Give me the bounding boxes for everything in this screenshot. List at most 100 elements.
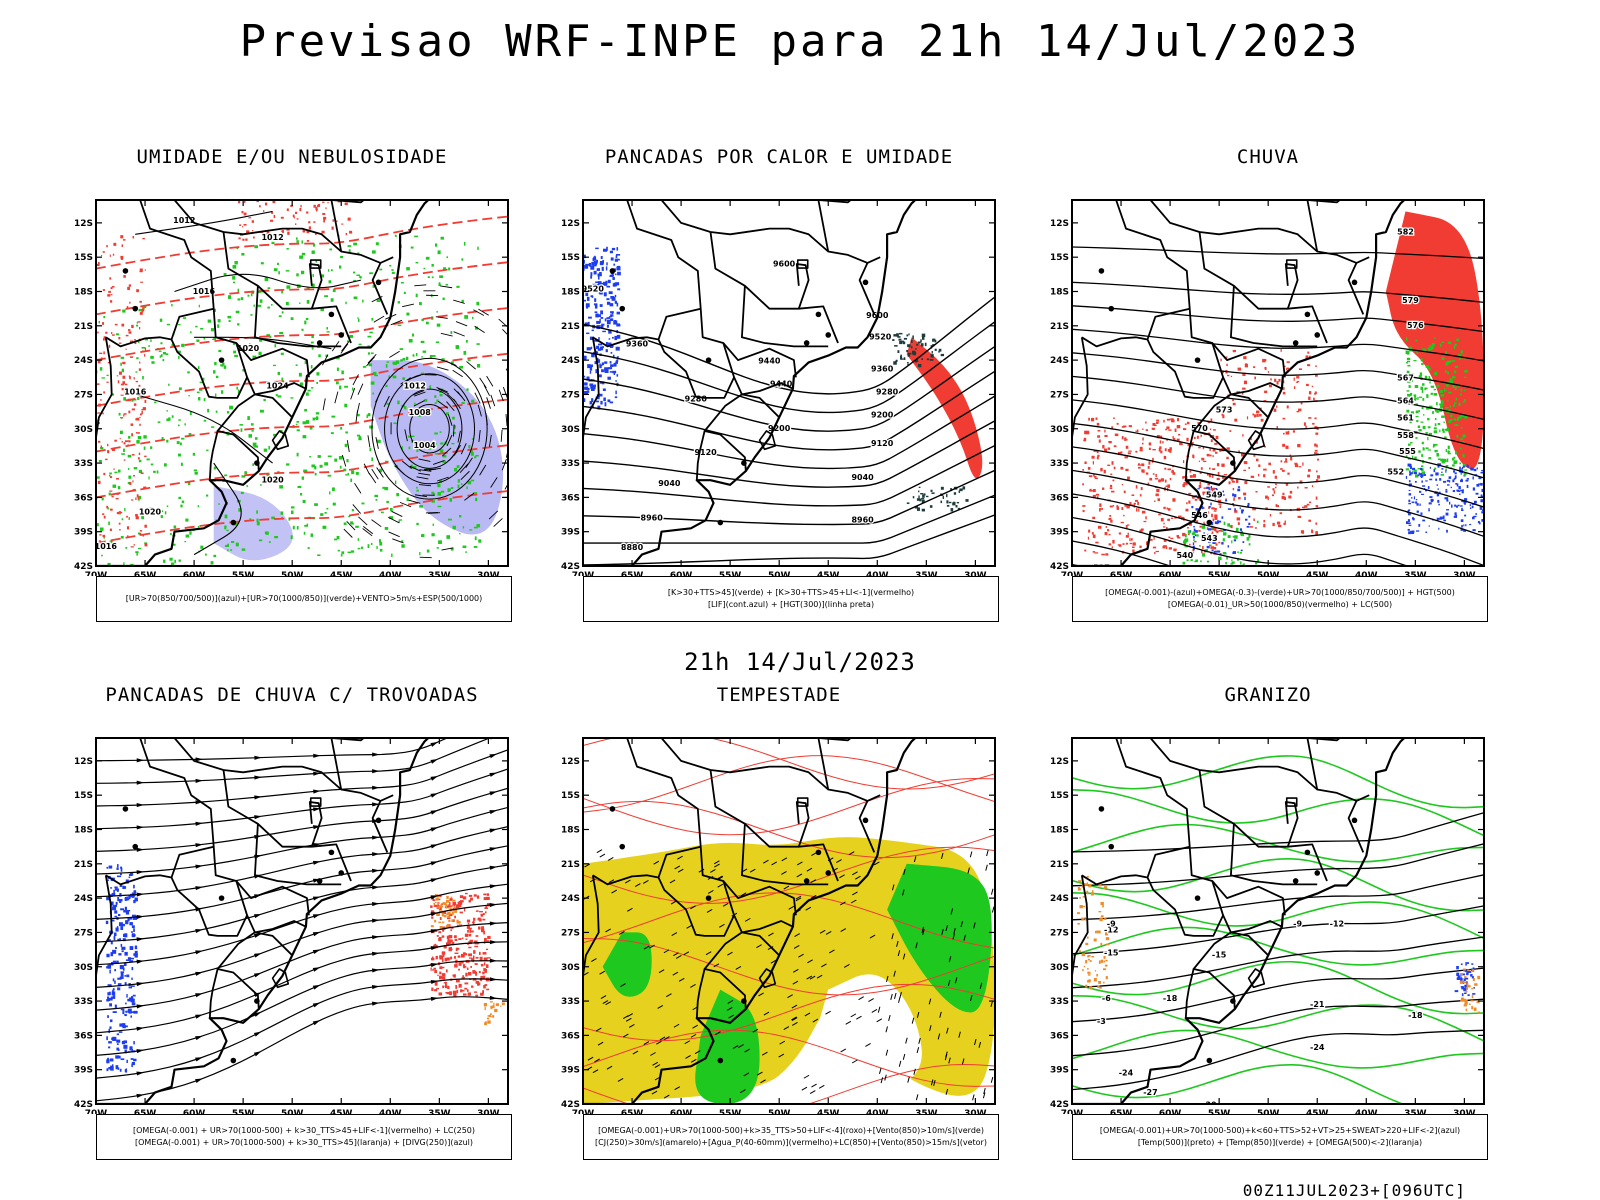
wind-vector — [967, 867, 970, 874]
wind-vector — [605, 928, 611, 933]
wind-vector — [894, 992, 897, 999]
wind-vector — [409, 374, 422, 380]
wind-vector — [437, 400, 449, 409]
wind-vector — [915, 942, 918, 949]
lat-tick-label: 42S — [74, 562, 93, 572]
lat-tick-label: 33S — [561, 997, 580, 1007]
wind-vector — [885, 1026, 888, 1033]
panel-title: PANCADAS POR CALOR E UMIDADE — [604, 146, 954, 168]
wind-vector — [978, 1041, 982, 1048]
border-line — [1081, 336, 1224, 399]
streamline — [96, 902, 508, 988]
wind-vector — [490, 477, 498, 488]
wind-vector — [848, 851, 855, 856]
wind-vector — [587, 1056, 594, 1061]
wind-vector — [488, 510, 499, 520]
lat-tick-label: 36S — [74, 493, 93, 503]
lon-tick-label: 65W — [1110, 1109, 1133, 1114]
wind-vector — [852, 871, 858, 876]
lat-tick-label: 18S — [1050, 826, 1069, 836]
lake-mark — [338, 332, 345, 338]
federal-district-icon — [796, 259, 809, 269]
coastline — [1072, 200, 1406, 566]
lat-tick-label: 12S — [1050, 219, 1069, 229]
wind-vector — [916, 1011, 920, 1018]
wind-vector — [810, 879, 817, 884]
map-borders-2 — [1072, 200, 1406, 566]
contour-label: 579 — [1402, 296, 1419, 305]
pressure-contour — [194, 336, 332, 350]
wind-vector — [983, 1088, 986, 1095]
lon-tick-label: 40W — [866, 1109, 889, 1114]
legend-line: [CJ(250)>30m/s](amarelo)+[Agua_P(40-60mm… — [595, 1138, 987, 1147]
wind-vector — [958, 1031, 961, 1038]
contour-label: 1012 — [173, 216, 195, 225]
wind-vector — [839, 874, 845, 879]
wind-vector — [418, 472, 431, 476]
wind-vector — [880, 1077, 884, 1084]
thickness-contour — [96, 307, 508, 361]
pressure-contour — [193, 462, 242, 556]
lake-mark — [825, 332, 832, 338]
legend-line: [OMEGA(-0.01)_UR>50(1000/850)(vermelho) … — [1167, 600, 1393, 609]
border-line — [1284, 801, 1299, 847]
temp500-contour — [1072, 874, 1484, 921]
wind-vector — [768, 932, 774, 937]
wind-vector — [856, 1015, 862, 1020]
wind-vector — [946, 1027, 949, 1034]
wind-vector — [642, 880, 649, 884]
border-line — [173, 738, 394, 802]
border-line — [254, 823, 342, 886]
border-line — [1184, 430, 1195, 481]
wind-vector — [479, 377, 487, 389]
wind-vector — [763, 859, 769, 864]
lake-mark — [218, 895, 225, 901]
wind-vector — [954, 977, 958, 984]
wind-vector — [985, 864, 988, 871]
lake-mark — [1098, 268, 1105, 274]
lat-tick-label: 33S — [561, 459, 580, 469]
temp850-contour — [1072, 789, 1484, 837]
border-line — [741, 393, 780, 418]
lake-mark — [122, 806, 129, 812]
forecast-time-subtitle: 21h 14/Jul/2023 — [684, 648, 916, 676]
border-line — [208, 968, 219, 1019]
contour-label: 8880 — [621, 543, 644, 552]
border-line — [308, 801, 323, 847]
lon-tick-label: 55W — [719, 571, 742, 576]
map-borders-5 — [1072, 738, 1406, 1104]
border-line — [795, 263, 810, 309]
border-line — [1211, 880, 1286, 916]
lake-mark — [328, 849, 335, 856]
lake-mark — [1108, 843, 1115, 850]
height-contour — [1072, 493, 1484, 566]
lat-tick-label: 15S — [561, 791, 580, 801]
federal-district-icon — [1285, 797, 1298, 807]
lat-tick-label: 39S — [561, 528, 580, 538]
wind-vector — [433, 460, 445, 465]
wind-vector — [627, 1013, 633, 1017]
lon-tick-label: 50W — [1257, 571, 1280, 576]
panel-legend: [UR>70(850/700/500)](azul)+[UR>70(1000/8… — [96, 576, 512, 622]
wind-vector — [519, 417, 520, 429]
lat-tick-label: 39S — [1050, 528, 1069, 538]
wind-vector — [749, 868, 756, 873]
streamline-850 — [583, 1063, 995, 1104]
panel-title: GRANIZO — [1224, 684, 1312, 706]
wind-vector — [905, 1037, 908, 1044]
lake-mark — [717, 1057, 724, 1064]
border-line — [371, 262, 389, 315]
wind-vector — [436, 386, 448, 393]
lake-mark — [1351, 817, 1358, 824]
height-contour — [583, 321, 995, 414]
federal-district-icon — [1285, 259, 1298, 269]
lat-tick-label: 18S — [561, 288, 580, 298]
lat-tick-label: 18S — [561, 826, 580, 836]
wind-vector — [707, 890, 714, 894]
wind-vector — [322, 398, 326, 411]
wind-vector — [739, 1089, 746, 1094]
wind-vector — [798, 953, 804, 958]
lat-tick-label: 24S — [74, 894, 93, 904]
panel-legend: [OMEGA(-0.001) + UR>70(1000-500) + k>30_… — [96, 1114, 512, 1160]
wind-vector — [792, 980, 799, 985]
